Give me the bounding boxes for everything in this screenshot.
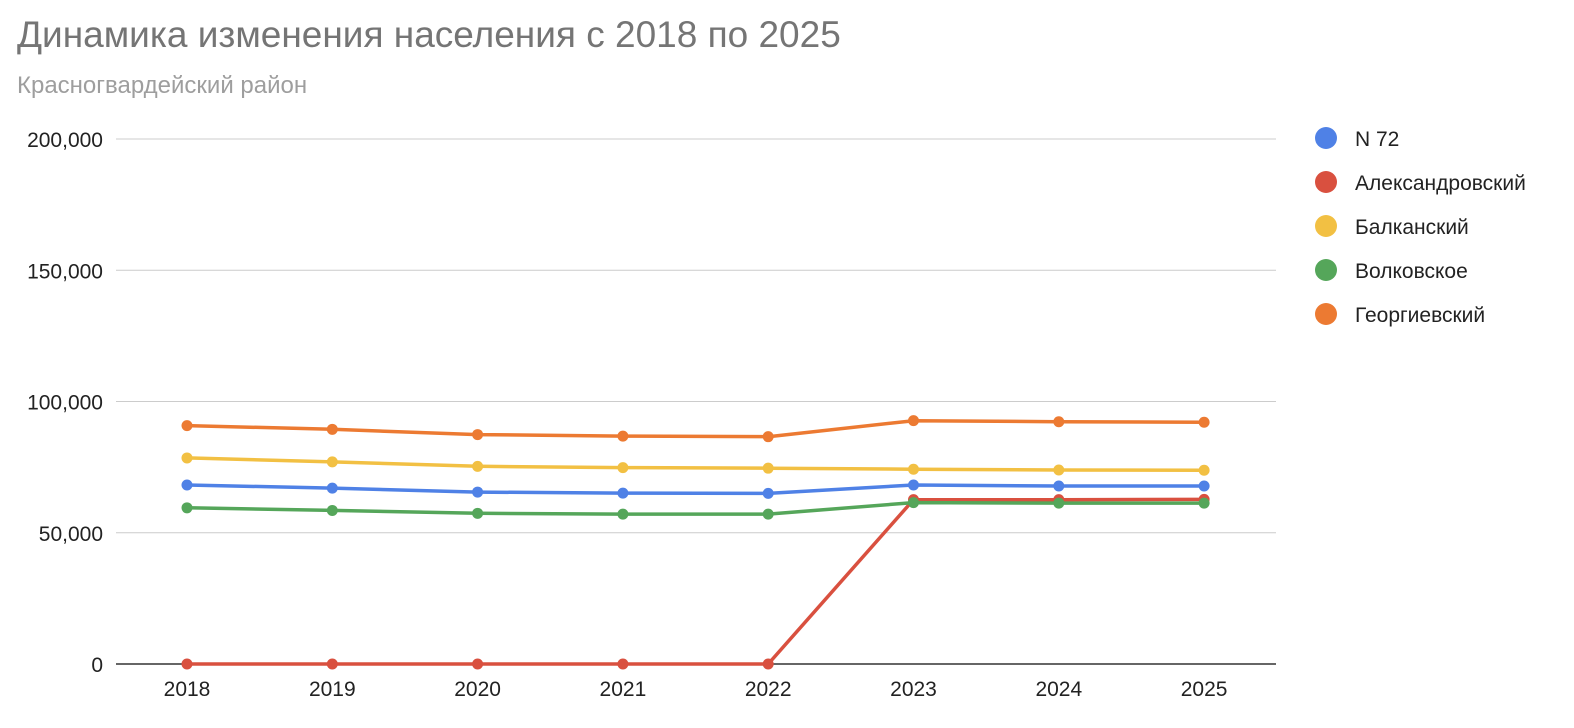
data-point[interactable] (326, 456, 338, 468)
series-line (185, 418, 1206, 439)
data-point[interactable] (1053, 480, 1065, 492)
data-point[interactable] (617, 430, 629, 442)
data-point[interactable] (1198, 480, 1210, 492)
y-tick-label: 0 (91, 654, 103, 677)
data-point[interactable] (762, 658, 774, 670)
data-point[interactable] (326, 482, 338, 494)
data-point[interactable] (472, 507, 484, 519)
data-point[interactable] (472, 658, 484, 670)
y-tick-label: 200,000 (27, 129, 103, 152)
legend-swatch (1315, 171, 1337, 193)
legend-item[interactable]: Александровский (1315, 171, 1526, 195)
data-point[interactable] (762, 431, 774, 443)
data-point[interactable] (181, 502, 193, 514)
legend: N 72 Александровский Балканский Волковское Г… (1315, 127, 1526, 327)
y-tick-label: 100,000 (27, 392, 103, 415)
data-point[interactable] (181, 658, 193, 670)
y-tick-label: 150,000 (27, 260, 103, 283)
data-point[interactable] (326, 658, 338, 670)
x-tick-label: 2022 (745, 678, 792, 701)
legend-item[interactable]: Георгиевский (1315, 303, 1485, 327)
series-line (185, 483, 1206, 496)
data-point[interactable] (762, 462, 774, 474)
data-point[interactable] (472, 486, 484, 498)
x-tick-label: 2019 (309, 678, 356, 701)
legend-label: Александровский (1355, 172, 1526, 195)
legend-label: N 72 (1355, 128, 1399, 151)
y-axis-ticks: 0 50,000 100,000 150,000 200,000 (27, 129, 103, 677)
x-tick-label: 2021 (600, 678, 647, 701)
chart-title: Динамика изменения населения с 2018 по 2… (17, 14, 841, 55)
x-tick-label: 2025 (1181, 678, 1228, 701)
series-line (185, 500, 1206, 516)
series-4 (181, 497, 1210, 520)
data-point[interactable] (1198, 464, 1210, 476)
legend-swatch (1315, 303, 1337, 325)
data-point[interactable] (472, 460, 484, 472)
data-point[interactable] (762, 508, 774, 520)
x-axis-ticks: 2018 2019 2020 2021 2022 2023 2024 2025 (164, 678, 1228, 701)
y-tick-label: 50,000 (39, 523, 103, 546)
legend-item[interactable]: Балканский (1315, 215, 1469, 239)
legend-label: Волковское (1355, 260, 1468, 283)
legend-label: Георгиевский (1355, 304, 1485, 327)
data-point[interactable] (181, 420, 193, 432)
series-2 (181, 493, 1210, 670)
series-5 (181, 415, 1210, 443)
legend-item[interactable]: Волковское (1315, 259, 1468, 283)
legend-swatch (1315, 215, 1337, 237)
data-point[interactable] (326, 423, 338, 435)
series-line (185, 456, 1206, 473)
x-tick-label: 2018 (164, 678, 211, 701)
legend-label: Балканский (1355, 216, 1469, 239)
data-point[interactable] (908, 479, 919, 491)
data-point[interactable] (472, 429, 484, 441)
data-point[interactable] (617, 462, 629, 474)
data-point[interactable] (617, 487, 629, 499)
data-point[interactable] (1053, 464, 1065, 476)
legend-item[interactable]: N 72 (1315, 127, 1399, 151)
x-tick-label: 2020 (454, 678, 501, 701)
x-tick-label: 2023 (890, 678, 937, 701)
data-point[interactable] (326, 504, 338, 516)
x-tick-label: 2024 (1035, 678, 1082, 701)
series-lines (181, 415, 1210, 670)
chart-subtitle: Красногвардейский район (17, 72, 308, 99)
series-1 (181, 479, 1210, 499)
data-point[interactable] (617, 508, 629, 520)
series-line (185, 497, 1206, 666)
data-point[interactable] (1053, 497, 1065, 509)
legend-swatch (1315, 259, 1337, 281)
data-point[interactable] (762, 487, 774, 499)
data-point[interactable] (908, 415, 919, 427)
data-point[interactable] (181, 479, 193, 491)
series-3 (181, 452, 1210, 476)
data-point[interactable] (1198, 416, 1210, 428)
data-point[interactable] (181, 452, 193, 464)
data-point[interactable] (1198, 497, 1210, 509)
data-point[interactable] (908, 463, 919, 475)
data-point[interactable] (1053, 416, 1065, 428)
data-point[interactable] (908, 497, 919, 509)
data-point[interactable] (617, 658, 629, 670)
gridlines (116, 138, 1276, 665)
legend-swatch (1315, 127, 1337, 149)
